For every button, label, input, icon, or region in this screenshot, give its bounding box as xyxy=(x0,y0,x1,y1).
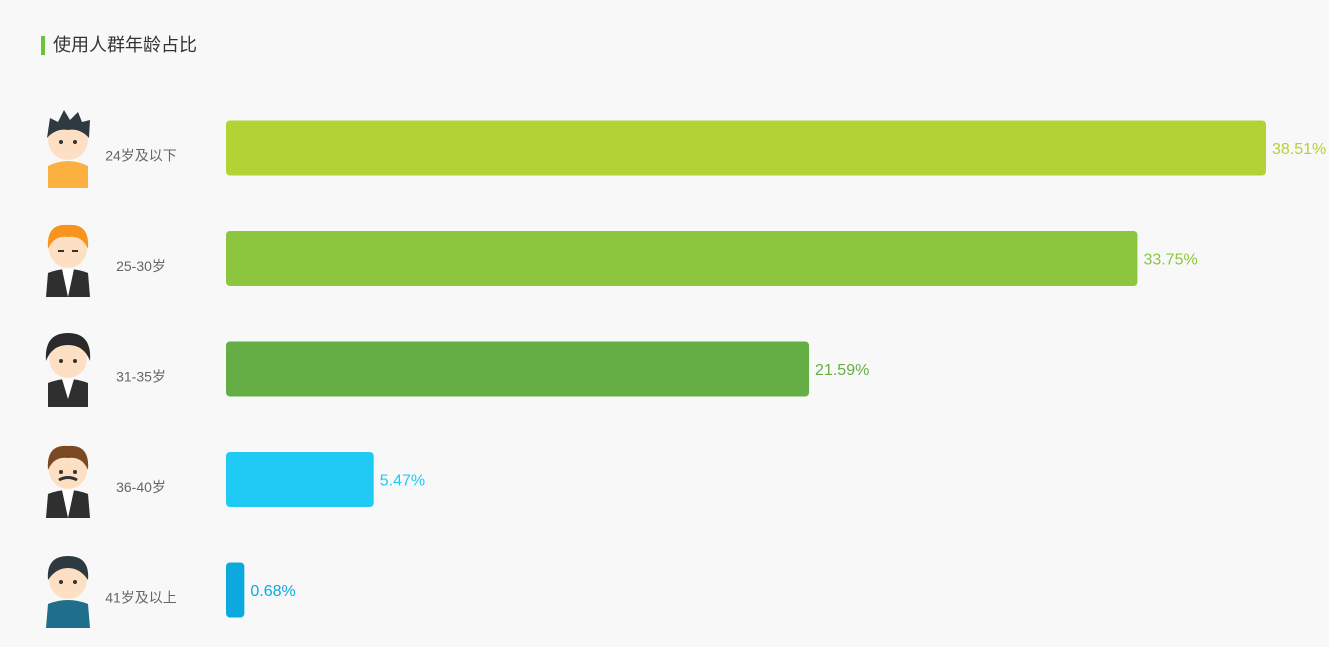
avatar xyxy=(45,333,91,407)
value-label: 38.51% xyxy=(1272,141,1326,158)
bar xyxy=(226,452,374,507)
bar xyxy=(226,231,1138,286)
value-label: 33.75% xyxy=(1143,252,1197,269)
avatar xyxy=(46,224,90,297)
bar xyxy=(226,341,810,397)
avatar xyxy=(47,110,90,188)
category-label: 41岁及以上 xyxy=(105,590,177,606)
category-label: 25-30岁 xyxy=(116,258,166,274)
category-label: 31-35岁 xyxy=(116,369,166,385)
category-label: 36-40岁 xyxy=(116,479,166,495)
bar xyxy=(226,120,1266,176)
value-label: 21.59% xyxy=(815,362,869,379)
value-label: 0.68% xyxy=(250,583,295,600)
category-label: 24岁及以下 xyxy=(105,148,177,164)
title-marker xyxy=(41,36,45,55)
avatar xyxy=(46,556,90,628)
bar xyxy=(226,562,245,618)
value-label: 5.47% xyxy=(380,473,425,490)
avatar xyxy=(46,445,90,518)
chart-title: 使用人群年龄占比 xyxy=(53,35,197,55)
